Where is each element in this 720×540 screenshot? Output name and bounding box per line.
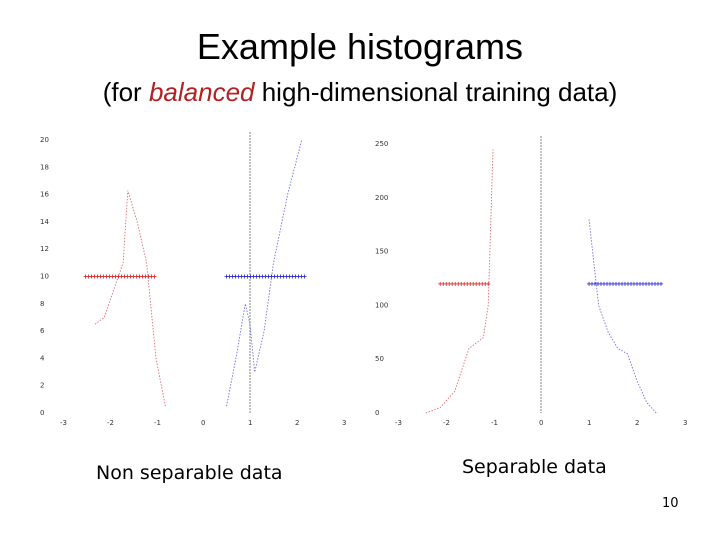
- sample-point-class-b: [659, 281, 663, 286]
- y-tick-label: 10: [40, 273, 49, 281]
- histogram-panel-left: 0 2 4 6 8 10 12 14 16 18 20 -3 -2 -1 0 1 2 3: [36, 128, 356, 428]
- y-tick-label: 250: [375, 140, 388, 148]
- x-tick-label: 3: [683, 419, 687, 427]
- x-tick-label: 2: [295, 419, 299, 427]
- x-tick-label: 3: [342, 419, 346, 427]
- y-tick-label: 50: [375, 355, 384, 363]
- histogram-curve-class-a: [94, 190, 166, 407]
- x-tick-label: 0: [539, 419, 543, 427]
- x-tick-label: -2: [443, 419, 450, 427]
- y-tick-label: 6: [40, 327, 45, 335]
- y-tick-label: 18: [40, 163, 49, 171]
- y-tick-label: 4: [40, 354, 45, 362]
- x-tick-label: 0: [201, 419, 205, 427]
- y-tick-label: 8: [40, 300, 44, 308]
- y-tick-label: 16: [40, 191, 49, 199]
- histogram-curve-class-b: [226, 139, 303, 407]
- subtitle-prefix: (for: [102, 77, 149, 107]
- y-tick-label: 12: [40, 245, 49, 253]
- y-tick-label: 0: [375, 409, 379, 417]
- histogram-chart-right: 0 50 100 150 200 250 -3 -2 -1 0 1 2 3: [375, 136, 687, 427]
- histogram-panel-right: 0 50 100 150 200 250 -3 -2 -1 0 1 2 3: [367, 128, 692, 428]
- x-tick-label: -2: [107, 419, 114, 427]
- page-number: 10: [662, 496, 679, 511]
- x-tick-label: -1: [491, 419, 498, 427]
- y-tick-label: 14: [40, 218, 49, 226]
- x-tick-label: -1: [154, 419, 161, 427]
- x-tick-label: 2: [635, 419, 639, 427]
- y-tick-label: 200: [375, 194, 388, 202]
- slide-title: Example histograms: [196, 26, 524, 67]
- subtitle-suffix: high-dimensional training data): [254, 77, 618, 107]
- x-tick-label: -3: [60, 419, 67, 427]
- y-tick-label: 20: [40, 136, 49, 144]
- caption-separable: Separable data: [462, 456, 607, 478]
- x-tick-label: 1: [248, 419, 252, 427]
- caption-non-separable: Non separable data: [96, 462, 283, 484]
- y-tick-label: 2: [40, 382, 44, 390]
- x-tick-label: -3: [395, 419, 402, 427]
- subtitle-emphasis: balanced: [148, 77, 255, 107]
- y-tick-label: 150: [375, 248, 388, 256]
- sample-point-class-a: [486, 281, 491, 286]
- sample-point-class-b: [302, 274, 307, 279]
- histogram-curve-class-a: [425, 149, 494, 414]
- sample-point-class-a: [152, 274, 157, 279]
- histogram-curve-class-b: [588, 219, 657, 414]
- x-tick-label: 1: [587, 419, 591, 427]
- y-tick-label: 100: [375, 301, 388, 309]
- y-tick-label: 0: [40, 409, 44, 417]
- slide-subtitle: (for balanced high-dimensional training …: [0, 77, 720, 108]
